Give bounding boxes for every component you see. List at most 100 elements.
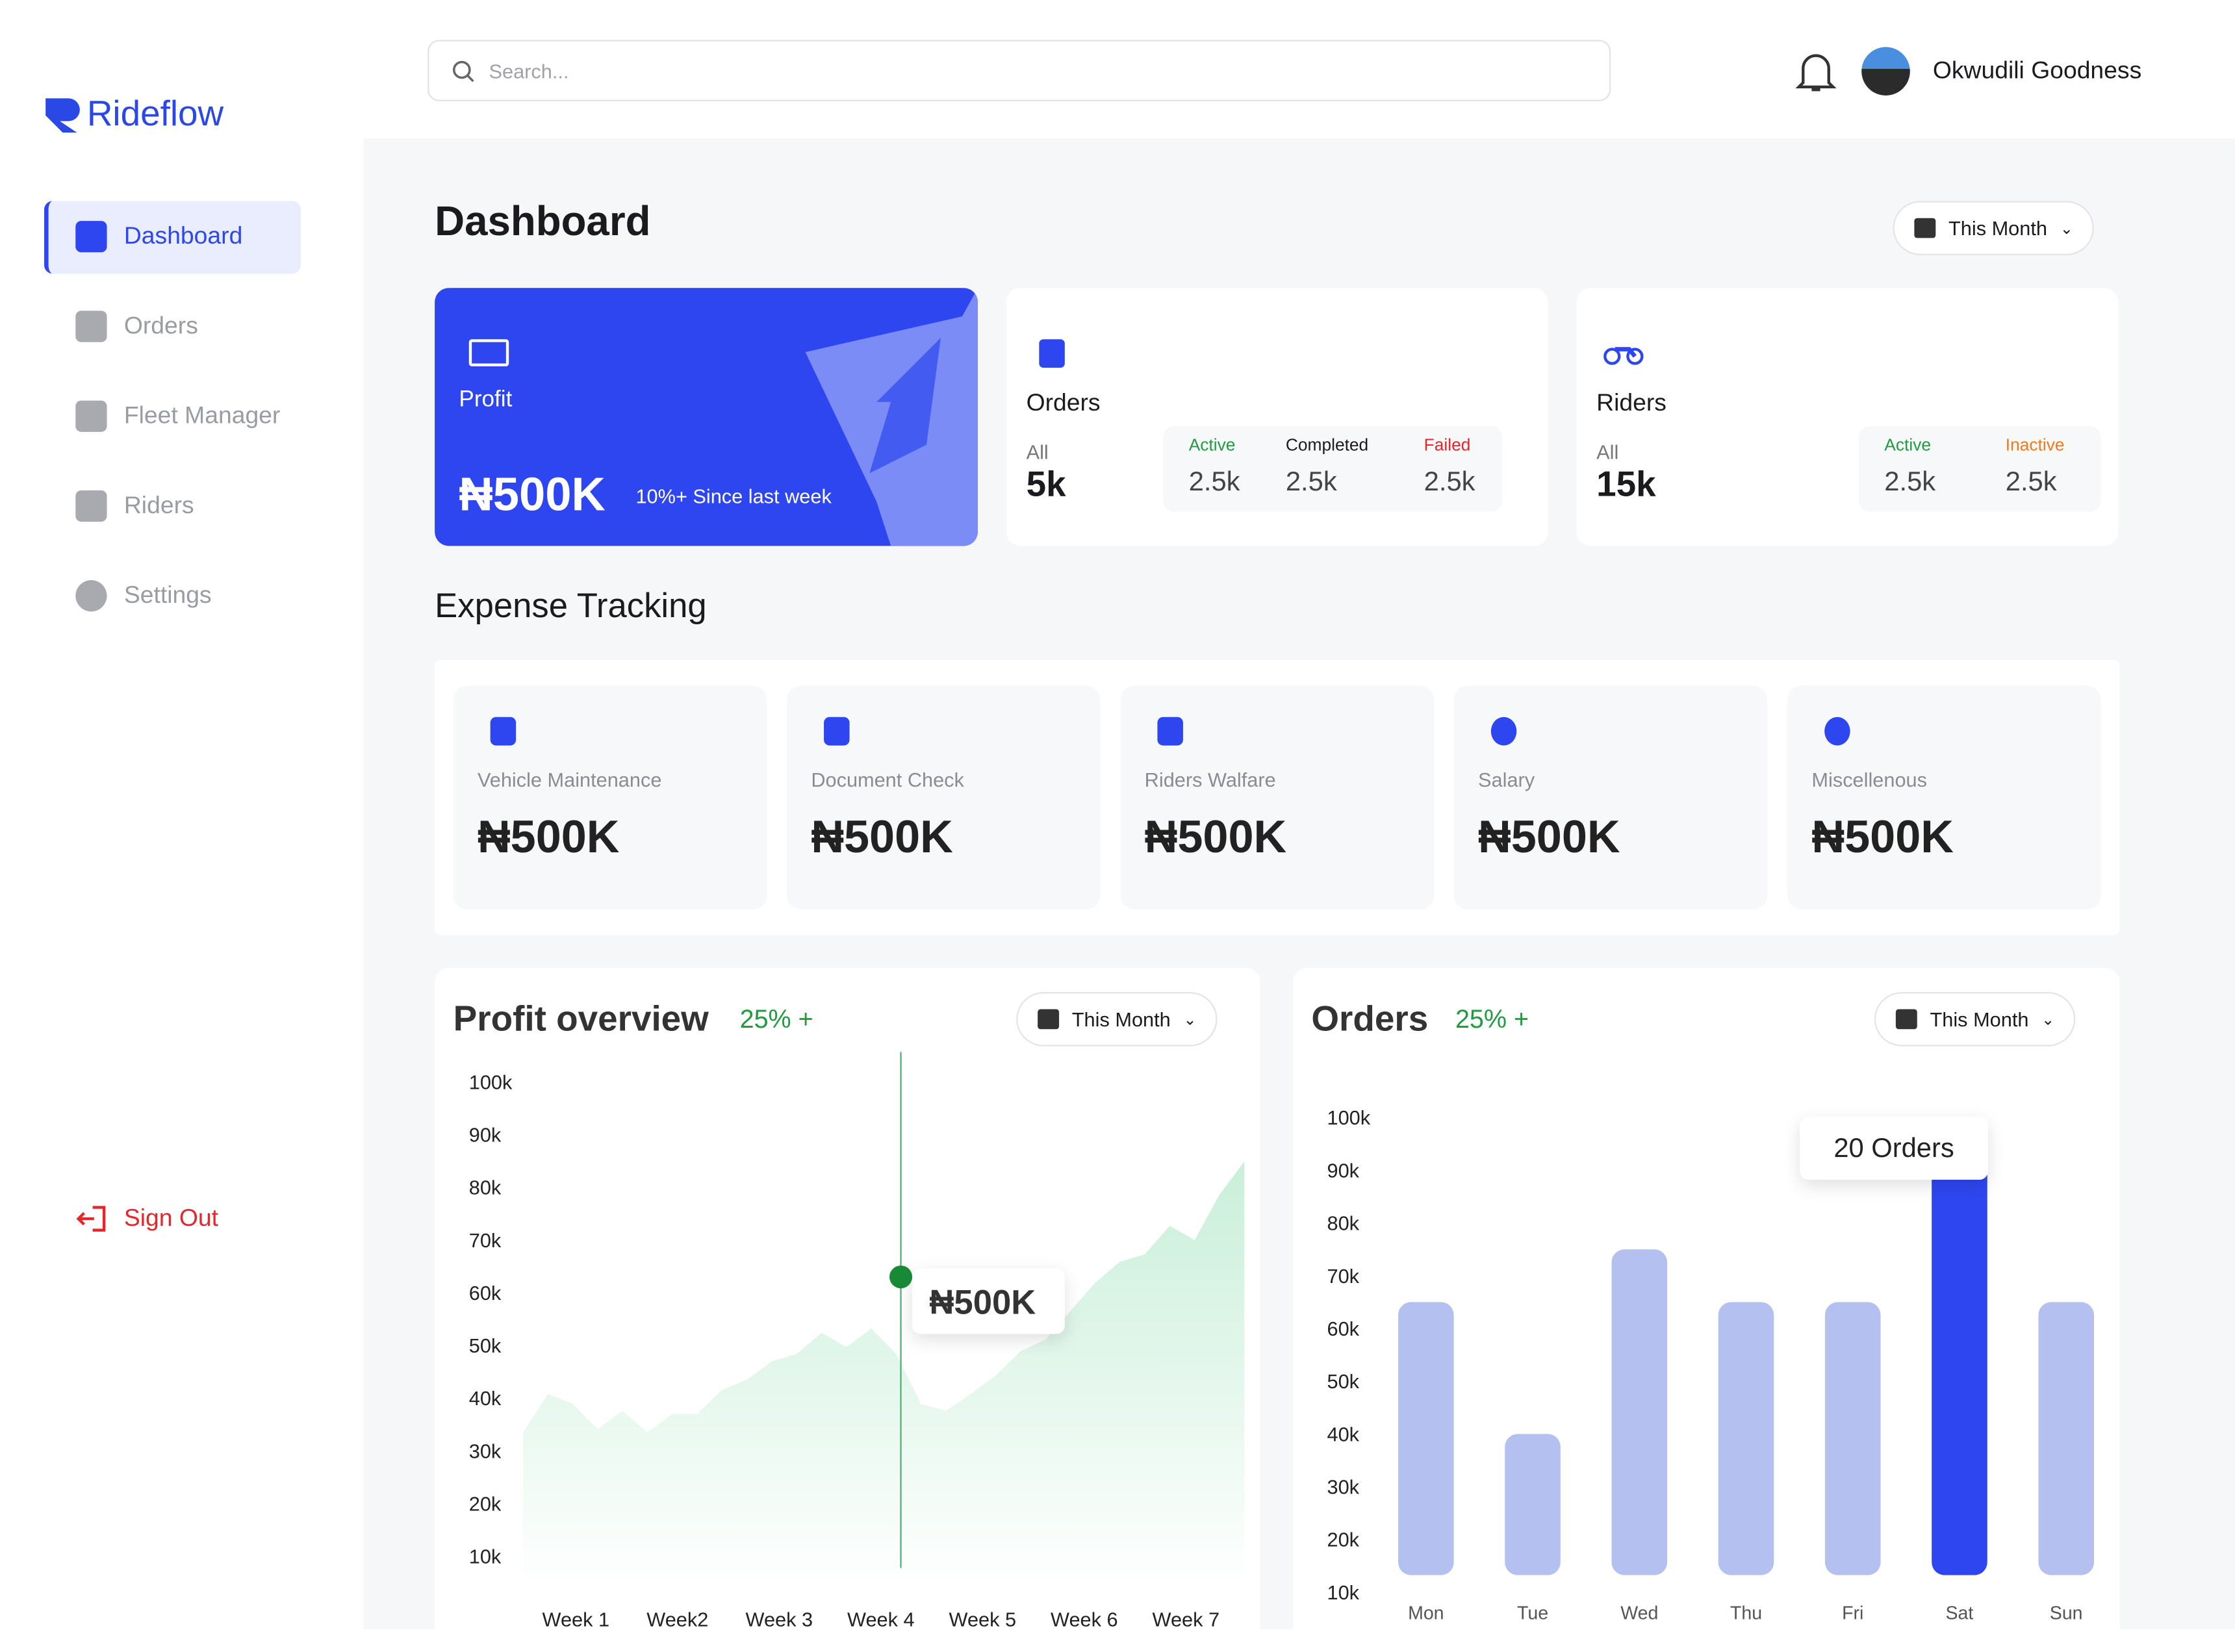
expense-value: ₦500K	[811, 811, 953, 863]
nav-item[interactable]: Orders	[75, 311, 198, 342]
all-label: All	[1026, 440, 1049, 464]
x-tick-label: Sun	[2050, 1603, 2083, 1624]
stats-box	[1858, 426, 2101, 512]
y-tick-label: 30k	[469, 1440, 502, 1462]
sign-out-icon	[76, 1206, 106, 1232]
y-tick-label: 20k	[1327, 1529, 1360, 1551]
calendar-icon	[1895, 1009, 1917, 1030]
period-label: This Month	[1948, 216, 2047, 240]
all-value: 15k	[1596, 464, 1656, 505]
y-tick-label: 80k	[1327, 1212, 1360, 1235]
stat-label: Inactive	[2005, 435, 2065, 455]
stat-value: 2.5k	[1188, 467, 1240, 498]
x-tick-label: Thu	[1730, 1603, 1762, 1624]
chart-title: Profit overview	[453, 999, 709, 1039]
brand-name: Rideflow	[86, 94, 224, 134]
period-select[interactable]: This Month ⌄	[1874, 992, 2076, 1047]
expense-card: Vehicle Maintenance ₦500K	[453, 685, 767, 909]
expense-label: Salary	[1478, 768, 1535, 791]
stat-label: Active	[1188, 435, 1236, 455]
bar	[1824, 1302, 1881, 1575]
section-title: Expense Tracking	[435, 587, 707, 626]
orders-icon	[1039, 339, 1065, 368]
expense-card: Salary ₦500K	[1453, 685, 1768, 909]
y-tick-label: 50k	[1327, 1370, 1360, 1393]
nav-label: Settings	[123, 581, 212, 609]
y-tick-label: 70k	[1327, 1265, 1360, 1288]
y-tick-label: 60k	[1327, 1317, 1360, 1340]
period-select[interactable]: This Month ⌄	[1893, 201, 2095, 255]
sign-out[interactable]: Sign Out	[75, 1204, 218, 1233]
x-tick-label: Mon	[1408, 1603, 1444, 1624]
stat-label: Failed	[1424, 435, 1471, 455]
y-tick-label: 90k	[469, 1124, 502, 1147]
riders-label: Riders	[1596, 389, 1667, 416]
y-tick-label: 30k	[1327, 1476, 1360, 1499]
bar	[1505, 1434, 1561, 1575]
y-tick-label: 80k	[469, 1176, 502, 1199]
profit-value: ₦500K	[459, 467, 606, 520]
nav-item[interactable]: Fleet Manager	[75, 400, 281, 432]
x-tick-label: Wed	[1620, 1603, 1658, 1624]
stat-label: Active	[1884, 435, 1932, 455]
expense-value: ₦500K	[1144, 811, 1287, 863]
stats-box	[1163, 426, 1503, 512]
y-tick-label: 70k	[469, 1229, 502, 1252]
nav-icon	[75, 311, 107, 342]
nav-icon	[75, 580, 107, 612]
logo	[45, 97, 80, 132]
x-tick-label: Week 1	[543, 1608, 610, 1629]
search-icon	[452, 60, 474, 82]
calendar-icon	[1914, 218, 1936, 238]
orders-card: Orders All 5k Active 2.5k Completed 2.5k…	[1006, 288, 1548, 546]
profit-card: Profit ₦500K 10%+ Since last week	[435, 288, 978, 546]
expense-label: Miscellenous	[1811, 768, 1927, 791]
expense-card: Document Check ₦500K	[787, 685, 1101, 909]
x-tick-label: Week 5	[949, 1608, 1017, 1629]
x-tick-label: Tue	[1517, 1603, 1548, 1624]
expense-icon	[490, 717, 517, 746]
user-name[interactable]: Okwudili Goodness	[1932, 57, 2142, 84]
orders-label: Orders	[1026, 389, 1101, 416]
avatar[interactable]	[1861, 47, 1910, 96]
nav-item[interactable]: Settings	[75, 580, 212, 612]
period-label: This Month	[1071, 1008, 1171, 1031]
y-tick-label: 20k	[469, 1493, 502, 1516]
all-label: All	[1596, 440, 1619, 464]
search[interactable]: Search...	[428, 40, 1611, 101]
nav-icon	[75, 490, 107, 522]
brand[interactable]: Rideflow	[43, 94, 224, 136]
period-label: This Month	[1930, 1008, 2029, 1031]
x-tick-label: Week 6	[1051, 1608, 1118, 1629]
x-tick-label: Week2	[646, 1608, 708, 1629]
stat-value: 2.5k	[1285, 467, 1337, 498]
profit-note: 10%+ Since last week	[635, 485, 832, 508]
bar	[1932, 1160, 1987, 1575]
all-value: 5k	[1026, 464, 1066, 505]
y-tick-label: 100k	[1327, 1106, 1371, 1129]
expense-icon	[824, 717, 850, 746]
expense-icon	[1824, 717, 1850, 746]
nav-label: Riders	[123, 492, 194, 519]
bell[interactable]	[1794, 49, 1837, 94]
expense-icon	[1157, 717, 1183, 746]
expense-label: Riders Walfare	[1144, 768, 1276, 791]
nav-item[interactable]: Dashboard	[75, 221, 243, 253]
riders-card: Riders All 15k Active 2.5k Inactive 2.5k	[1576, 288, 2119, 546]
calendar-icon	[1038, 1009, 1060, 1030]
stat-value: 2.5k	[1424, 467, 1475, 498]
y-tick-label: 10k	[469, 1545, 502, 1568]
expense-value: ₦500K	[1478, 811, 1620, 863]
period-select[interactable]: This Month ⌄	[1016, 992, 1218, 1047]
x-tick-label: Fri	[1842, 1603, 1863, 1624]
nav-label: Fleet Manager	[123, 401, 281, 429]
tooltip-label: 20 Orders	[1833, 1132, 1954, 1163]
nav-item[interactable]: Riders	[75, 490, 194, 522]
x-tick-label: Week 7	[1153, 1608, 1220, 1629]
expense-label: Document Check	[811, 768, 964, 791]
sign-out-label: Sign Out	[123, 1204, 219, 1232]
nav-label: Dashboard	[123, 222, 243, 249]
bar	[1611, 1249, 1668, 1575]
